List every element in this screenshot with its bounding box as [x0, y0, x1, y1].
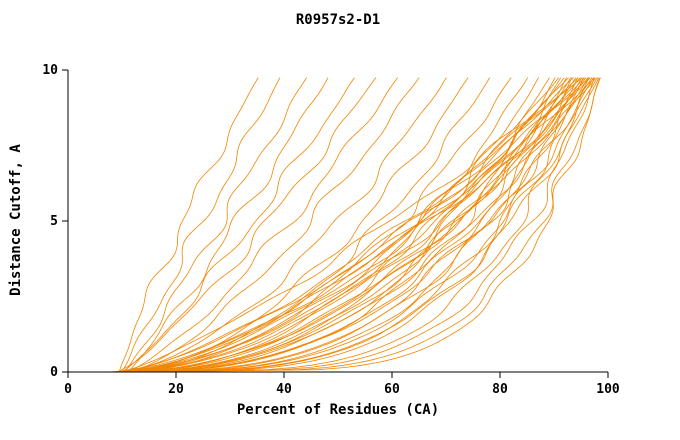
- data-curve: [121, 77, 599, 373]
- data-curve: [113, 77, 590, 373]
- data-curve: [121, 77, 577, 373]
- data-curve: [113, 77, 587, 373]
- data-curve: [116, 77, 572, 373]
- data-curve: [111, 77, 589, 373]
- data-curve: [121, 77, 512, 373]
- data-curve: [113, 77, 556, 373]
- data-curve: [118, 77, 259, 373]
- data-curve: [116, 77, 601, 373]
- x-tick-label: 40: [276, 382, 292, 397]
- data-curve: [111, 77, 539, 373]
- data-curve: [119, 77, 559, 373]
- data-curve: [116, 77, 581, 373]
- y-tick-label: 10: [42, 63, 58, 78]
- data-curve: [124, 77, 574, 373]
- x-tick-label: 0: [64, 382, 72, 397]
- data-curve: [124, 77, 307, 373]
- data-curve: [124, 77, 593, 373]
- data-curve: [116, 77, 447, 373]
- data-curve: [119, 77, 583, 373]
- data-curve: [121, 77, 590, 373]
- data-curve: [113, 77, 491, 373]
- data-curve: [119, 77, 600, 373]
- y-tick-label: 5: [50, 214, 58, 229]
- data-curve: [108, 77, 565, 373]
- data-curve: [119, 77, 595, 373]
- data-curve: [124, 77, 398, 373]
- data-curve: [119, 77, 579, 373]
- data-curve: [113, 77, 595, 373]
- x-axis-label: Percent of Residues (CA): [236, 402, 440, 418]
- x-tick-label: 20: [168, 382, 184, 397]
- data-curve: [116, 77, 562, 373]
- data-curve: [121, 77, 355, 373]
- data-curve: [119, 77, 579, 373]
- data-curve: [127, 77, 329, 373]
- data-curve: [124, 77, 597, 373]
- chart-title: R0957s2-D1: [295, 12, 381, 28]
- x-tick-label: 80: [492, 382, 508, 397]
- data-curve: [111, 77, 584, 373]
- y-tick-label: 0: [50, 365, 58, 380]
- data-curve: [111, 77, 591, 373]
- data-curve: [116, 77, 585, 373]
- data-curve: [116, 77, 377, 373]
- x-tick-label: 60: [384, 382, 400, 397]
- data-curve: [127, 77, 420, 373]
- x-tick-label: 100: [596, 382, 620, 397]
- data-curve: [121, 77, 281, 373]
- data-curve: [113, 77, 583, 373]
- data-curve: [116, 77, 601, 373]
